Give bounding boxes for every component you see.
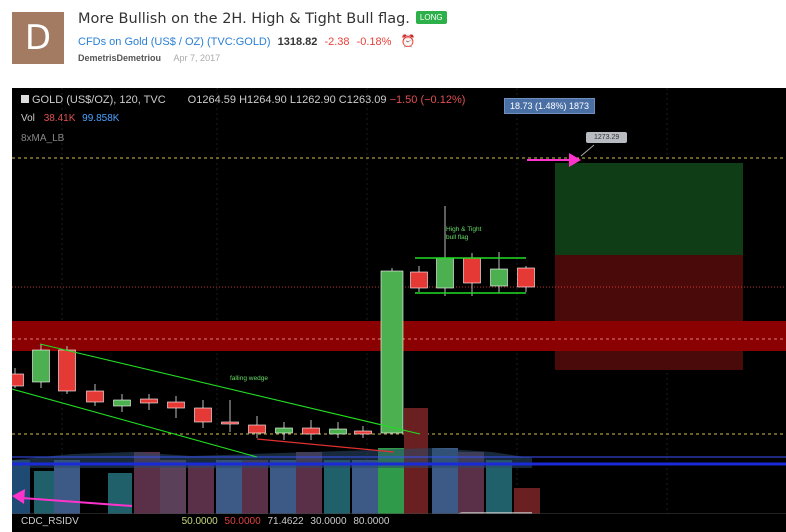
symbol-row: CFDs on Gold (US$ / OZ) (TVC:GOLD) 1318.… <box>78 34 415 48</box>
long-badge: LONG <box>415 11 447 24</box>
stop-zone-red <box>555 255 743 370</box>
post-date: Apr 7, 2017 <box>173 53 221 63</box>
indicator-label: CDC_RSIDV <box>21 516 79 527</box>
bear-candle <box>221 421 239 425</box>
author-avatar[interactable]: D <box>12 12 64 64</box>
indicator-value-2: 50.0000 <box>224 516 261 527</box>
alarm-clock-icon[interactable]: ⏰ <box>400 34 416 48</box>
idea-title[interactable]: More Bullish on the 2H. High & Tight Bul… <box>78 11 447 27</box>
bear-candle <box>86 390 104 403</box>
chart-symbol: GOLD (US$/OZ), 120, TVC <box>32 94 166 106</box>
indicator-value-3: 71.4622 <box>267 516 304 527</box>
idea-header: D More Bullish on the 2H. High & Tight B… <box>0 0 786 88</box>
close-value: C1263.09 <box>338 94 387 106</box>
volume-value-1: 38.41K <box>43 113 76 124</box>
indicator-value-1: 50.0000 <box>181 516 218 527</box>
bear-candle <box>194 407 212 423</box>
low-value: L1262.90 <box>289 94 336 106</box>
bear-candle <box>140 398 158 404</box>
bull-candle <box>490 268 508 287</box>
wedge-lower-line <box>12 388 258 458</box>
bear-candle <box>410 271 428 289</box>
falling-wedge-annotation: falling wedge <box>230 375 268 382</box>
volume-value-2: 99.858K <box>82 113 120 124</box>
volume-legend[interactable]: Vol 38.41K 99.858K <box>21 113 119 124</box>
bull-candle <box>436 257 454 289</box>
lower-arrow <box>21 497 133 507</box>
bull-candle <box>275 427 293 434</box>
author-name[interactable]: DemetrisDemetriou <box>78 53 162 63</box>
bull-candle <box>380 270 404 434</box>
open-value: O1264.59 <box>187 94 236 106</box>
bear-candle <box>248 424 266 434</box>
target-zone-green <box>555 163 743 255</box>
ohlc-legend[interactable]: GOLD (US$/OZ), 120, TVC O1264.59 H1264.90… <box>21 94 465 106</box>
indicator-value-5: 80.0000 <box>353 516 390 527</box>
red-trendline <box>256 438 395 453</box>
bear-candle <box>354 430 372 435</box>
bull-candle <box>113 399 131 407</box>
author-row: DemetrisDemetriou Apr 7, 2017 <box>78 53 220 63</box>
price-chart-svg[interactable] <box>12 88 786 532</box>
indicator-legend[interactable]: CDC_RSIDV 50.0000 50.0000 71.4622 30.000… <box>21 516 389 527</box>
bull-candle <box>329 428 347 435</box>
volume-label: Vol <box>21 113 35 124</box>
bear-candle <box>517 267 535 288</box>
symbol-name-link[interactable]: CFDs on Gold (US$ / OZ) <box>78 36 204 48</box>
bull-candle <box>32 349 50 383</box>
bear-candle <box>463 257 481 284</box>
bear-candle <box>167 401 185 409</box>
target-price-label: 1273.29 <box>586 132 628 143</box>
symbol-square-icon <box>21 95 29 103</box>
ma-legend[interactable]: 8xMA_LB <box>21 133 65 144</box>
symbol-code-link[interactable]: (TVC:GOLD) <box>206 36 271 48</box>
bull-flag-annotation: High & Tight bull flag <box>446 226 482 241</box>
candlestick-series <box>12 206 535 440</box>
symbol-change: -2.38 <box>324 36 350 48</box>
indicator-value-4: 30.0000 <box>310 516 347 527</box>
bear-candle <box>302 427 320 435</box>
change-value: −1.50 (−0.12%) <box>389 94 466 106</box>
bear-candle <box>58 349 76 392</box>
high-value: H1264.90 <box>239 94 287 106</box>
symbol-price: 1318.82 <box>277 36 318 48</box>
measure-tooltip: 18.73 (1.48%) 1873 <box>504 98 596 114</box>
idea-title-text[interactable]: More Bullish on the 2H. High & Tight Bul… <box>78 11 410 27</box>
wedge-upper-line <box>39 343 421 435</box>
symbol-change-pct: -0.18% <box>356 36 392 48</box>
bear-candle <box>12 373 24 387</box>
chart-panel[interactable]: GOLD (US$/OZ), 120, TVC O1264.59 H1264.90… <box>12 88 786 532</box>
